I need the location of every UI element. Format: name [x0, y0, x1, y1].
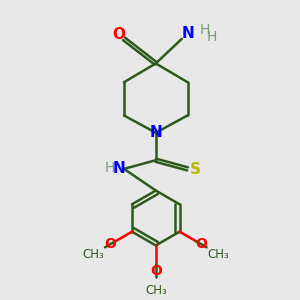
Text: O: O	[150, 264, 162, 278]
Text: N: N	[182, 26, 194, 41]
Text: O: O	[112, 27, 125, 42]
Text: H: H	[200, 23, 210, 37]
Text: CH₃: CH₃	[145, 284, 167, 297]
Text: O: O	[104, 237, 116, 251]
Text: H: H	[104, 161, 115, 175]
Text: CH₃: CH₃	[82, 248, 104, 261]
Text: N: N	[112, 161, 125, 176]
Text: H: H	[207, 30, 217, 44]
Text: N: N	[149, 125, 162, 140]
Text: CH₃: CH₃	[208, 248, 230, 261]
Text: S: S	[190, 162, 201, 177]
Text: O: O	[195, 237, 207, 251]
